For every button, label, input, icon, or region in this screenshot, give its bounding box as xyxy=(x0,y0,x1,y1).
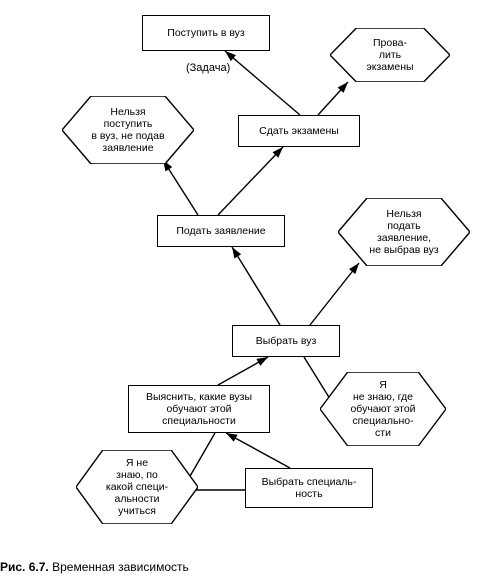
goal-subtitle: (Задача) xyxy=(186,62,230,74)
figure-number: Рис. 6.7. xyxy=(0,560,49,574)
rect-node-n2: Сдать экзамены xyxy=(238,115,360,147)
rect-node-n5: Выяснить, какие вузы обучают этой специа… xyxy=(128,385,270,433)
hex-node-h3: Нельзяподатьзаявление,не выбрав вуз xyxy=(338,198,470,266)
figure-caption: Рис. 6.7. Временная зависимость xyxy=(0,560,189,574)
hex-label: Нельзяподатьзаявление,не выбрав вуз xyxy=(369,208,438,256)
hex-node-h2: Нельзяпоступитьв вуз, не подавзаявление xyxy=(62,96,194,164)
diagram-stage: { "canvas": { "w": 500, "h": 582, "bg": … xyxy=(0,0,500,582)
hex-label: Я незнаю, покакой специ-альностиучиться xyxy=(106,457,168,517)
hex-label: Нельзяпоступитьв вуз, не подавзаявление xyxy=(91,106,164,154)
figure-text: Временная зависимость xyxy=(52,560,189,574)
hex-node-h5: Я незнаю, покакой специ-альностиучиться xyxy=(76,450,198,524)
rect-node-n1: Поступить в вуз xyxy=(142,15,270,51)
hex-node-h1: Прова-литьэкзамены xyxy=(330,28,450,82)
rect-node-n4: Выбрать вуз xyxy=(232,325,340,357)
hex-label: Яне знаю, гдеобучают этойспециально-сти xyxy=(350,379,415,439)
hex-node-h4: Яне знаю, гдеобучают этойспециально-сти xyxy=(320,372,446,446)
rect-node-n6: Выбрать специаль-ность xyxy=(245,468,373,508)
rect-node-n3: Подать заявление xyxy=(157,215,285,247)
hex-label: Прова-литьэкзамены xyxy=(366,37,413,73)
